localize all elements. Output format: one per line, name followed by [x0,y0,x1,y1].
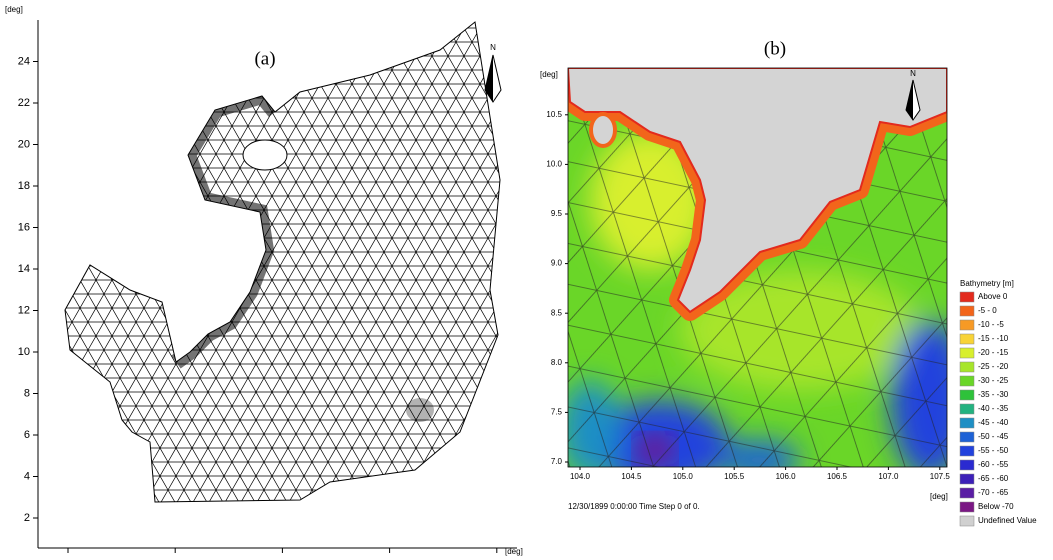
legend-label: -70 - -65 [978,488,1009,497]
legend-label: -20 - -15 [978,348,1009,357]
legend-swatch [959,487,975,499]
legend-swatch [959,445,975,457]
legend-label: -65 - -60 [978,474,1009,483]
panel-label: (b) [764,38,786,59]
x-tick-label: 120 [488,559,506,560]
legend-swatch [959,333,975,345]
x-tick-label: 110 [274,559,292,560]
legend-label: -5 - 0 [978,306,997,315]
status-text: 12/30/1899 0:00:00 Time Step 0 of 0. [568,502,700,511]
x-tick-label: 106.0 [776,472,797,481]
y-unit: [deg] [5,5,23,14]
y-tick-label: 12 [18,304,30,316]
y-tick-label: 6 [24,429,30,441]
legend-swatch [959,319,975,331]
plot-frame [567,67,948,468]
legend-label: -45 - -40 [978,418,1009,427]
legend-label: -35 - -30 [978,390,1009,399]
x-tick-label: 105.0 [673,472,694,481]
y-tick-label: 18 [18,180,30,192]
x-tick-label: 107.0 [878,472,899,481]
north-arrow: N [905,69,921,121]
y-tick-label: 10 [18,346,30,358]
legend-swatch [959,291,975,303]
legend-swatch [959,403,975,415]
x-unit: [deg] [930,492,948,501]
legend-title: Bathymetry [m] [960,279,1014,288]
y-tick-label: 16 [18,221,30,233]
north-arrow: N [484,43,502,103]
y-tick-label: 10.0 [546,160,562,169]
legend-label: -55 - -50 [978,446,1009,455]
legend-swatch [959,459,975,471]
y-tick-label: 8.0 [551,358,563,367]
legend-label: -25 - -20 [978,362,1009,371]
x-tick-label: 107.5 [930,472,951,481]
bathymetry-map [568,68,947,467]
legend-swatch [959,361,975,373]
y-tick-label: 10.5 [546,110,562,119]
y-tick-label: 20 [18,138,30,150]
panel-label: (a) [254,48,275,69]
y-tick-label: 9.0 [551,259,563,268]
legend-swatch [959,501,975,513]
legend-label: Undefined Value [978,516,1037,525]
x-tick-label: 100 [59,559,77,560]
legend-swatch [959,389,975,401]
x-unit: [deg] [505,547,523,556]
y-tick-label: 7.0 [551,457,563,466]
legend-label: -10 - -5 [978,320,1004,329]
legend-label: -15 - -10 [978,334,1009,343]
y-tick-label: 24 [18,55,30,67]
north-label: N [910,69,916,78]
y-tick-label: 14 [18,263,30,275]
legend-swatch [959,515,975,527]
legend-swatch [959,305,975,317]
y-tick-label: 22 [18,97,30,109]
y-tick-label: 9.5 [551,209,563,218]
y-tick-label: 7.5 [551,408,563,417]
legend-swatch [959,431,975,443]
mesh [65,22,500,502]
legend-swatch [959,347,975,359]
north-label: N [490,43,496,52]
y-tick-label: 8.5 [551,308,563,317]
x-tick-label: 105 [166,559,184,560]
legend-label: Above 0 [978,292,1008,301]
y-tick-label: 2 [24,512,30,524]
x-tick-label: 106.5 [827,472,848,481]
legend-swatch [959,473,975,485]
y-unit: [deg] [540,70,558,79]
legend-label: Below -70 [978,502,1014,511]
x-tick-label: 104.0 [570,472,591,481]
x-tick-label: 104.5 [621,472,642,481]
legend-label: -40 - -35 [978,404,1009,413]
y-tick-label: 4 [24,470,30,482]
legend-label: -50 - -45 [978,432,1009,441]
x-tick-label: 115 [381,559,399,560]
legend-swatch [959,417,975,429]
x-tick-label: 105.5 [724,472,745,481]
y-tick-label: 8 [24,387,30,399]
legend-swatch [959,375,975,387]
legend-label: -60 - -55 [978,460,1009,469]
legend-label: -30 - -25 [978,376,1009,385]
